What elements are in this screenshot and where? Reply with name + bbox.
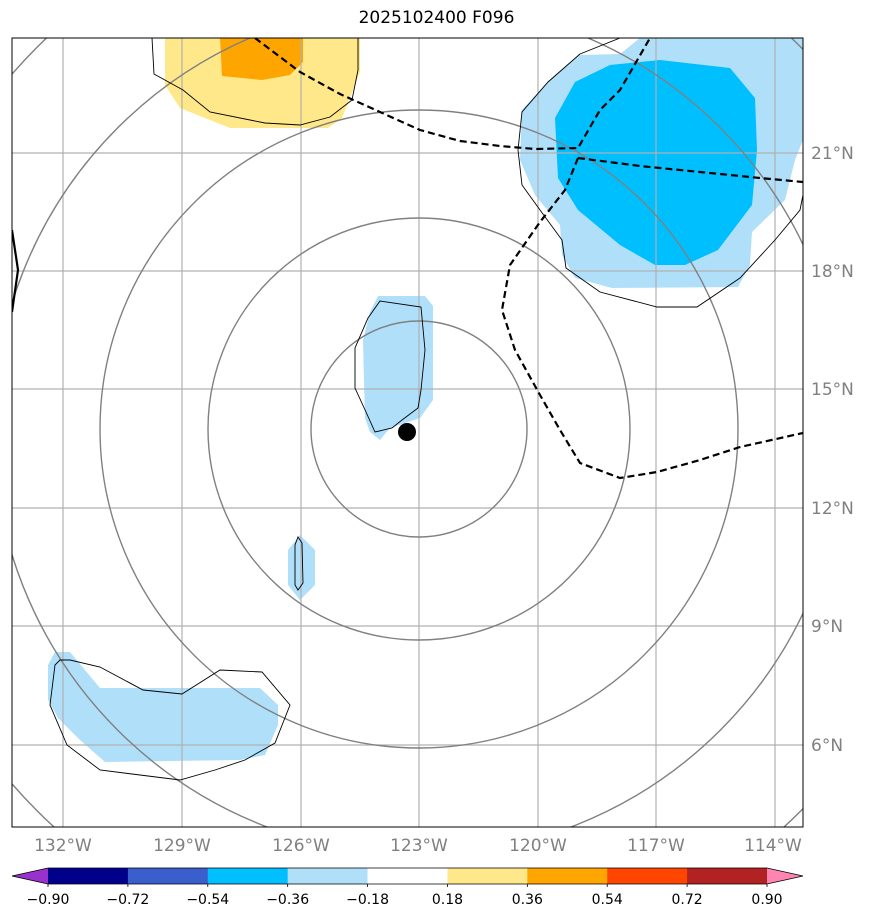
colorbar-segment [207, 868, 289, 884]
lat-tick-label: 12°N [811, 499, 854, 519]
colorbar-tick-label: −0.72 [106, 892, 149, 908]
contour-center [354, 300, 426, 433]
plot-title: 2025102400 F096 [358, 8, 515, 28]
colorbar-tick-label: −0.90 [27, 892, 70, 908]
colorbar-segment [447, 868, 528, 884]
colorbar-segment [127, 868, 209, 884]
dashed-line-east [577, 156, 803, 184]
contour-small [294, 536, 304, 591]
colorbar: −0.90 −0.72 −0.54 −0.36 −0.18 0.18 0.36 0.54 0.7… [11, 867, 804, 908]
lon-tick-label: 123°W [390, 836, 448, 856]
range-ring-2 [207, 217, 631, 641]
yellow-field-north [165, 38, 360, 128]
lon-tick-label: 129°W [153, 836, 211, 856]
lat-tick-label: 15°N [811, 380, 854, 400]
colorbar-tick-label: 0.90 [751, 892, 782, 908]
colorbar-extension-low [12, 868, 48, 884]
colorbar-tick-label: 0.72 [672, 892, 703, 908]
black-contours [49, 38, 803, 781]
colorbar-segment [607, 868, 688, 884]
lon-tick-label: 126°W [272, 836, 330, 856]
colorbar-segment [287, 868, 369, 884]
lat-tick-label: 18°N [811, 262, 854, 282]
colorbar-segment [48, 868, 129, 884]
lat-tick-label: 6°N [811, 736, 843, 756]
lightblue-field-center [363, 296, 433, 440]
dashed-boundaries [254, 38, 803, 480]
lightblue-field-southwest [48, 652, 278, 762]
dashed-line-north [254, 38, 651, 151]
colorbar-tick-label: −0.36 [266, 892, 309, 908]
lon-tick-label: 117°W [627, 836, 685, 856]
lon-tick-labels: 132°W 129°W 126°W 123°W 120°W 117°W 114°… [34, 836, 802, 856]
colorbar-tick-label: −0.54 [186, 892, 229, 908]
lat-tick-label: 9°N [811, 617, 843, 637]
colorbar-tick-label: 0.36 [512, 892, 543, 908]
range-ring-3 [99, 109, 739, 749]
colorbar-tick-label: −0.18 [346, 892, 389, 908]
grid-lines [12, 38, 803, 827]
range-ring-1 [310, 320, 528, 538]
contour-northeast [517, 53, 803, 308]
colorbar-segment [527, 868, 608, 884]
contour-north [151, 38, 359, 126]
shaded-fields [48, 38, 803, 762]
colorbar-tick-label: 0.18 [432, 892, 463, 908]
colorbar-segment [367, 868, 448, 884]
colorbar-tick-label: 0.54 [592, 892, 623, 908]
lon-tick-label: 120°W [509, 836, 567, 856]
storm-center-marker [398, 423, 416, 441]
colorbar-extension-high [767, 868, 803, 884]
solid-boundary-west [12, 229, 20, 313]
orange-field-north [220, 38, 303, 80]
dashed-line-south [500, 157, 803, 480]
lat-tick-label: 21°N [811, 144, 854, 164]
colorbar-segment [687, 868, 768, 884]
contour-southwest [49, 659, 291, 781]
lon-tick-label: 114°W [744, 836, 802, 856]
contour-northeast-top [579, 38, 621, 55]
lat-tick-labels: 21°N 18°N 15°N 12°N 9°N 6°N [811, 144, 854, 756]
map-frame [11, 37, 804, 828]
lon-tick-label: 132°W [34, 836, 92, 856]
